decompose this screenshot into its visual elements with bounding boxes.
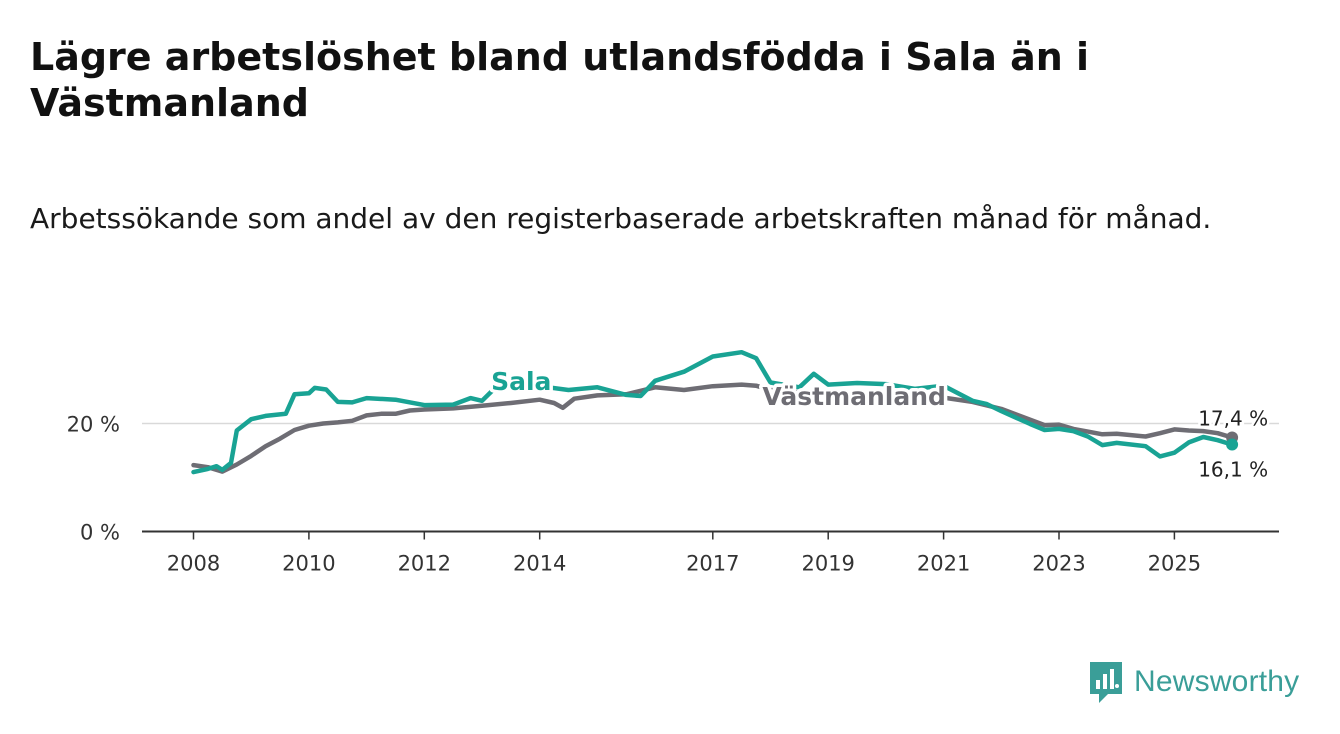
x-tick-label-2017: 2017 — [686, 552, 739, 576]
series-labels: Sala Västmanland 17,4 % 16,1 % — [488, 363, 1271, 484]
x-tick-label-2014: 2014 — [513, 552, 566, 576]
brand-name: Newsworthy — [1134, 665, 1300, 698]
x-tick-label-2008: 2008 — [167, 552, 220, 576]
x-tick-label-2025: 2025 — [1148, 552, 1201, 576]
y-tick-label-0: 0 % — [80, 521, 120, 545]
series-end-point-sala — [1226, 438, 1239, 451]
axes: 0 % 20 % 2008 2010 2012 2014 2017 2019 2021 2023 2… — [67, 413, 1279, 576]
series-label-vastmanland: Västmanland — [762, 382, 946, 411]
x-tick-label-2012: 2012 — [398, 552, 451, 576]
end-label-vastmanland: 17,4 % — [1198, 407, 1268, 431]
end-label-sala: 16,1 % — [1198, 458, 1268, 482]
newsworthy-logo[interactable]: Newsworthy — [1088, 660, 1299, 704]
x-tick-label-2023: 2023 — [1032, 552, 1085, 576]
x-tick-label-2019: 2019 — [801, 552, 854, 576]
bar-chart-speech-bubble-icon — [1090, 662, 1122, 703]
series-lines — [191, 349, 1239, 475]
series-line-västmanland — [191, 382, 1235, 474]
series-label-sala: Sala — [491, 367, 551, 396]
line-chart: 0 % 20 % 2008 2010 2012 2014 2017 2019 2021 2023 2… — [67, 349, 1279, 576]
x-tick-label-2021: 2021 — [917, 552, 970, 576]
y-tick-label-20: 20 % — [67, 413, 120, 437]
chart-title: Lägre arbetslöshet bland utlandsfödda i … — [30, 35, 1090, 125]
x-tick-label-2010: 2010 — [282, 552, 335, 576]
series-line-sala — [191, 349, 1235, 475]
chart-subtitle: Arbetssökande som andel av den registerb… — [30, 202, 1212, 235]
